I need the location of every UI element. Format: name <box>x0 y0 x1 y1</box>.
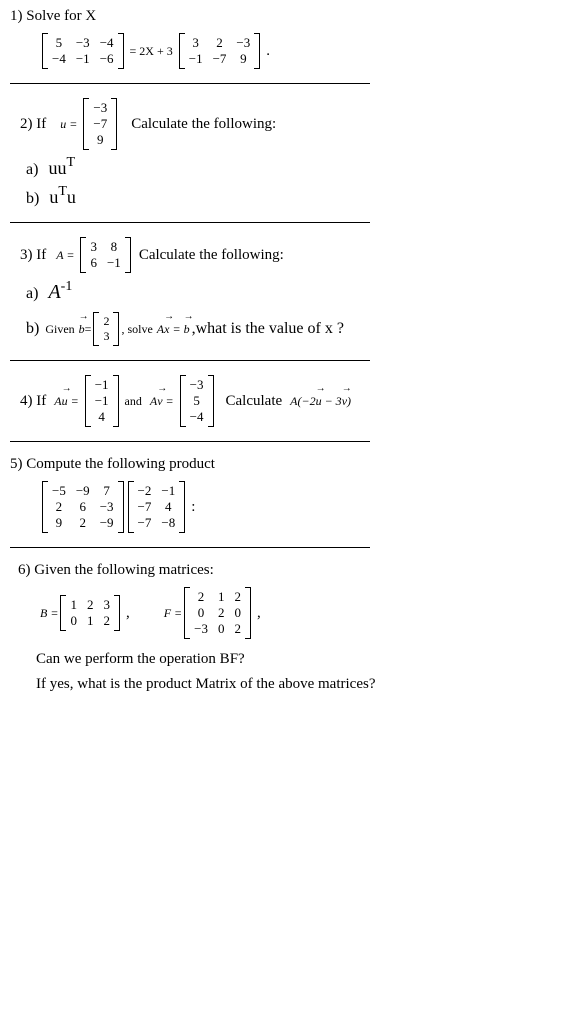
p4-header: 4) If Au = −1 −1 4 and Av = −3 5 −4 Calc… <box>20 375 552 427</box>
problem-3: 3) If A = 38 6−1 Calculate the following… <box>10 237 552 346</box>
p3-b-sym: b <box>79 322 85 337</box>
p4-vec-au: −1 −1 4 <box>85 375 119 427</box>
p4-expr: A(−2u − 3v) <box>290 394 351 409</box>
separator <box>10 222 370 223</box>
p2-post: Calculate the following: <box>131 116 276 133</box>
p3-vector-b: 2 3 <box>93 312 119 346</box>
p3-part-a: a) A-1 <box>26 281 552 304</box>
p1-matrix-b: 32−3 −1−79 <box>179 33 261 69</box>
p3-header: 3) If A = 38 6−1 Calculate the following… <box>20 237 552 273</box>
p4-vec-av: −3 5 −4 <box>180 375 214 427</box>
p2-vector: −3 −7 9 <box>83 98 117 150</box>
p5-matrix-b: −2−1 −74 −7−8 <box>128 481 186 533</box>
separator <box>10 547 370 548</box>
p6-comma: , <box>126 605 130 622</box>
p4-and: and <box>125 394 142 409</box>
problem-1: 1) Solve for X 5−3−4 −4−1−6 = 2X + 3 32−… <box>10 8 552 69</box>
p1-matrix-a: 5−3−4 −4−1−6 <box>42 33 124 69</box>
p3-if: 3) If <box>20 247 46 264</box>
p3-post: Calculate the following: <box>139 247 284 264</box>
p6-f-eq: F = <box>164 606 182 621</box>
p3-axb: Ax = b <box>157 322 190 337</box>
p4-av-eq: Av = <box>150 394 174 409</box>
p2-if: 2) If <box>20 116 46 133</box>
p6-b-eq: B = <box>40 606 58 621</box>
separator <box>10 441 370 442</box>
p3-matrix-a: 38 6−1 <box>80 237 130 273</box>
p5-equation: −5−97 26−3 92−9 −2−1 −74 −7−8 : <box>40 481 552 533</box>
p6-q2: If yes, what is the product Matrix of th… <box>36 676 552 693</box>
problem-4: 4) If Au = −1 −1 4 and Av = −3 5 −4 Calc… <box>10 375 552 427</box>
p6-matrix-b: 123 012 <box>60 595 120 631</box>
p4-if: 4) If <box>20 393 46 410</box>
p6-comma2: , <box>257 605 261 622</box>
p1-title: 1) Solve for X <box>10 8 552 25</box>
p3-part-b: b) Given b = 2 3 , solve Ax = b ,what is… <box>26 312 552 346</box>
p2-u-eq: u = <box>60 117 77 132</box>
p3-a-eq: A = <box>56 248 74 263</box>
p6-matrix-f: 212 020 −302 <box>184 587 251 639</box>
p6-equation: B = 123 012 , F = 212 020 −302 , <box>40 587 552 639</box>
p2-part-b: b) uTu <box>26 187 552 208</box>
p5-tail: : <box>191 499 195 516</box>
p1-tail: . <box>266 43 270 60</box>
p4-calc: Calculate <box>226 393 283 410</box>
p4-au-eq: Au = <box>54 394 78 409</box>
p1-equation: 5−3−4 −4−1−6 = 2X + 3 32−3 −1−79 . <box>40 33 552 69</box>
p2-header: 2) If u = −3 −7 9 Calculate the followin… <box>20 98 552 150</box>
p1-mid: = 2X + 3 <box>130 44 173 59</box>
separator <box>10 83 370 84</box>
problem-6: 6) Given the following matrices: B = 123… <box>10 562 552 693</box>
p5-title: 5) Compute the following product <box>10 456 552 473</box>
separator <box>10 360 370 361</box>
p2-part-a: a) uuT <box>26 158 552 179</box>
problem-5: 5) Compute the following product −5−97 2… <box>10 456 552 533</box>
p6-title: 6) Given the following matrices: <box>18 562 552 579</box>
p5-matrix-a: −5−97 26−3 92−9 <box>42 481 124 533</box>
p6-q1: Can we perform the operation BF? <box>36 651 552 668</box>
problem-2: 2) If u = −3 −7 9 Calculate the followin… <box>10 98 552 208</box>
